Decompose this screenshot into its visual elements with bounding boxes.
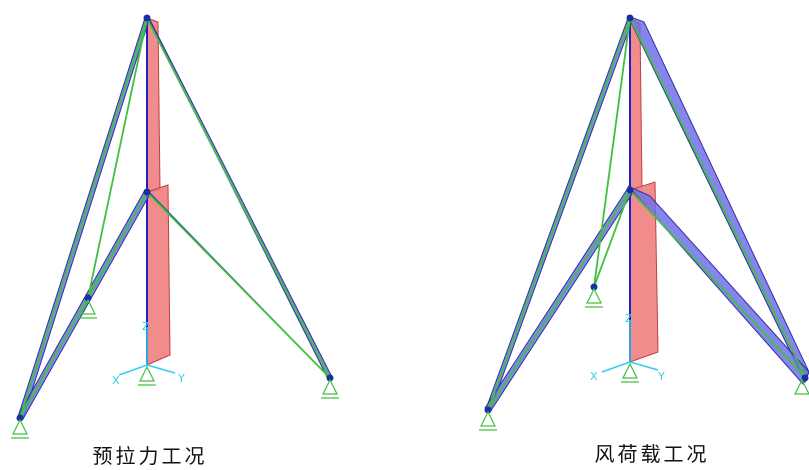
- member: [147, 18, 330, 378]
- member: [88, 192, 147, 298]
- node: [627, 15, 634, 22]
- axis-label: X: [590, 370, 598, 383]
- support: [585, 289, 603, 307]
- node: [144, 15, 151, 22]
- member: [594, 18, 630, 287]
- support: [621, 364, 639, 382]
- caption: 风荷载工况: [595, 442, 710, 466]
- member: [147, 192, 330, 378]
- member: [488, 190, 630, 410]
- support: [479, 412, 497, 430]
- member: [88, 18, 147, 298]
- axis-label: X: [112, 374, 120, 387]
- view-pretension: X Y Z 预拉力工况: [11, 15, 339, 469]
- axis-label: Z: [142, 320, 150, 333]
- force-band: [147, 16, 332, 379]
- view-wind: X Y Z 风荷载工况: [479, 15, 809, 467]
- member: [488, 18, 630, 410]
- caption: 预拉力工况: [93, 444, 208, 468]
- diagram: X Y Z 预拉力工况 X Y Z 风荷载工况: [0, 0, 809, 470]
- support: [138, 367, 156, 385]
- axis-label: Y: [657, 370, 665, 383]
- axial-force-diagram: [147, 18, 160, 192]
- node: [144, 189, 151, 196]
- member: [20, 18, 147, 418]
- axis-label: Z: [625, 312, 633, 325]
- axial-force-diagram: [630, 18, 642, 190]
- support: [321, 380, 339, 398]
- axis-label: Y: [177, 372, 185, 385]
- support: [11, 420, 29, 438]
- node: [627, 187, 634, 194]
